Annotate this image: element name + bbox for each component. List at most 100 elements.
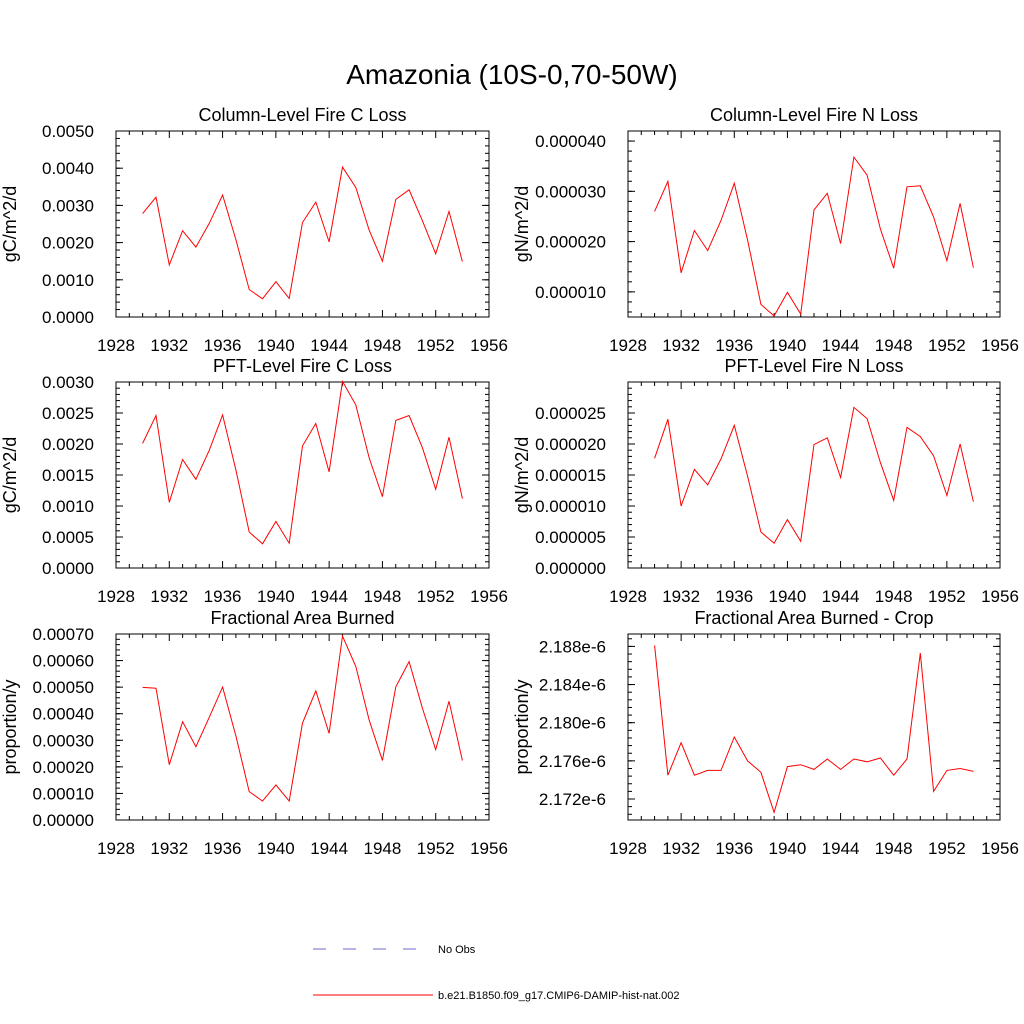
x-tick-label: 1944 <box>822 336 860 355</box>
y-tick-label: 0.0040 <box>42 159 94 178</box>
plot-frame <box>115 633 490 821</box>
y-tick-label: 0.0000 <box>42 308 94 327</box>
y-tick-label: 2.180e-6 <box>539 714 606 733</box>
y-tick-label: 0.00050 <box>33 678 94 697</box>
y-tick-label: 0.00040 <box>33 705 94 724</box>
y-tick-label: 0.00030 <box>33 731 94 750</box>
legend: No Obs b.e21.B1850.f09_g17.CMIP6-DAMIP-h… <box>313 944 680 1002</box>
series-line <box>654 645 974 815</box>
x-tick-label: 1928 <box>97 336 135 355</box>
plot-frame <box>627 381 1001 569</box>
y-tick-label: 0.000025 <box>535 404 606 423</box>
x-tick-label: 1936 <box>715 839 753 858</box>
y-tick-label: 0.00060 <box>33 652 94 671</box>
y-tick-label: 0.0000 <box>42 559 94 578</box>
y-tick-label: 0.0020 <box>42 435 94 454</box>
legend-label-model: b.e21.B1850.f09_g17.CMIP6-DAMIP-hist-nat… <box>438 990 680 1002</box>
y-tick-label: 0.00070 <box>33 625 94 644</box>
x-tick-label: 1932 <box>150 336 188 355</box>
x-tick-label: 1940 <box>769 587 807 606</box>
y-tick-label: 0.0030 <box>42 373 94 392</box>
x-tick-label: 1940 <box>257 587 295 606</box>
chart-panel: Column-Level Fire C Loss 1928 1932 1936 1940… <box>0 105 508 355</box>
y-tick-label: 0.0025 <box>42 404 94 423</box>
plot-frame <box>115 381 490 569</box>
y-axis-label: proportion/y <box>512 679 532 774</box>
x-tick-label: 1956 <box>470 839 508 858</box>
x-tick-label: 1936 <box>204 587 242 606</box>
x-tick-label: 1928 <box>97 587 135 606</box>
x-tick-label: 1956 <box>981 587 1019 606</box>
x-tick-label: 1928 <box>609 839 647 858</box>
chart-panel: Fractional Area Burned 1928 1932 1936 1940 19… <box>0 608 508 858</box>
series-line <box>142 165 463 300</box>
x-tick-label: 1932 <box>662 336 700 355</box>
x-tick-label: 1936 <box>204 336 242 355</box>
y-tick-label: 2.176e-6 <box>539 752 606 771</box>
y-tick-label: 0.00010 <box>33 784 94 803</box>
y-tick-label: 0.000000 <box>535 559 606 578</box>
y-tick-label: 0.000020 <box>535 233 606 252</box>
x-tick-label: 1948 <box>364 336 402 355</box>
y-axis-label: proportion/y <box>0 679 20 774</box>
y-axis-label: gN/m^2/d <box>512 186 532 262</box>
x-tick-label: 1928 <box>609 587 647 606</box>
y-tick-label: 0.0010 <box>42 497 94 516</box>
y-tick-label: 0.0005 <box>42 528 94 547</box>
chart-panel: PFT-Level Fire C Loss 1928 1932 1936 1940 194… <box>0 356 508 606</box>
x-tick-label: 1936 <box>715 336 753 355</box>
x-tick-label: 1940 <box>769 839 807 858</box>
x-tick-label: 1944 <box>310 336 348 355</box>
x-tick-label: 1932 <box>150 839 188 858</box>
y-tick-label: 0.0030 <box>42 196 94 215</box>
x-tick-label: 1952 <box>928 839 966 858</box>
panel-title: PFT-Level Fire N Loss <box>724 356 903 376</box>
x-tick-label: 1956 <box>470 587 508 606</box>
y-tick-label: 0.00000 <box>33 811 94 830</box>
x-tick-label: 1932 <box>662 839 700 858</box>
y-tick-label: 0.0050 <box>42 122 94 141</box>
panels-group: Column-Level Fire C Loss 1928 1932 1936 1940… <box>0 105 1019 858</box>
y-tick-label: 0.00020 <box>33 758 94 777</box>
chart-panel: PFT-Level Fire N Loss 1928 1932 1936 1940 194… <box>512 356 1019 606</box>
y-tick-label: 0.000020 <box>535 435 606 454</box>
x-tick-label: 1948 <box>364 587 402 606</box>
x-tick-label: 1932 <box>662 587 700 606</box>
x-tick-label: 1952 <box>928 587 966 606</box>
y-axis-label: gC/m^2/d <box>0 186 20 262</box>
x-tick-label: 1952 <box>417 336 455 355</box>
y-tick-label: 0.0020 <box>42 234 94 253</box>
y-axis-label: gN/m^2/d <box>512 437 532 513</box>
panel-title: Fractional Area Burned - Crop <box>694 608 933 628</box>
x-tick-label: 1944 <box>310 587 348 606</box>
panel-title: PFT-Level Fire C Loss <box>213 356 392 376</box>
x-tick-label: 1936 <box>715 587 753 606</box>
y-tick-label: 0.000030 <box>535 182 606 201</box>
y-tick-label: 0.000010 <box>535 283 606 302</box>
panel-title: Column-Level Fire N Loss <box>710 105 918 125</box>
x-tick-label: 1948 <box>875 336 913 355</box>
x-tick-label: 1952 <box>417 839 455 858</box>
series-line <box>142 379 463 545</box>
x-tick-label: 1940 <box>257 839 295 858</box>
x-tick-label: 1956 <box>981 839 1019 858</box>
chart-panel: Fractional Area Burned - Crop 1928 1932 193… <box>512 608 1019 858</box>
y-tick-label: 2.188e-6 <box>539 637 606 656</box>
x-tick-label: 1956 <box>470 336 508 355</box>
x-tick-label: 1948 <box>875 839 913 858</box>
series-line <box>654 155 974 317</box>
x-tick-label: 1944 <box>310 839 348 858</box>
x-tick-label: 1956 <box>981 336 1019 355</box>
y-tick-label: 0.0010 <box>42 271 94 290</box>
panel-title: Column-Level Fire C Loss <box>198 105 406 125</box>
x-tick-label: 1948 <box>875 587 913 606</box>
series-line <box>142 634 463 803</box>
x-tick-label: 1944 <box>822 839 860 858</box>
y-tick-label: 2.172e-6 <box>539 790 606 809</box>
chart-panel: Column-Level Fire N Loss 1928 1932 1936 1940… <box>512 105 1019 355</box>
x-tick-label: 1944 <box>822 587 860 606</box>
series-line <box>654 406 974 544</box>
x-tick-label: 1936 <box>204 839 242 858</box>
y-axis-label: gC/m^2/d <box>0 437 20 513</box>
